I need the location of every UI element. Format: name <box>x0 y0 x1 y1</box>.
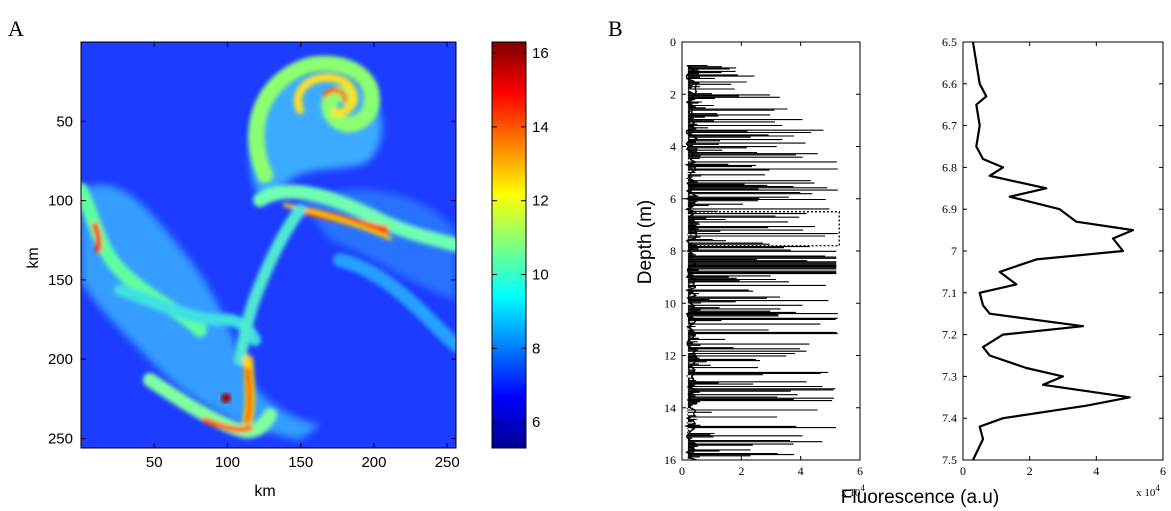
heatmap-xtick-label: 50 <box>146 454 163 471</box>
zoom-highlight-box <box>690 211 840 247</box>
heatmap-xtick-label: 150 <box>288 454 313 471</box>
heatmap-xtick-label: 250 <box>435 454 460 471</box>
profile-zoom-ticks: 6.5 6.6 6.7 6.8 6.9 7 7.1 7.2 7.3 7.4 7.50 2 4 6 <box>942 35 1166 478</box>
profile-full-ytick-label: 12 <box>664 349 676 363</box>
profile-zoom-ytick-label: 7.1 <box>942 286 957 300</box>
heat-hotspot-bottom <box>221 393 231 403</box>
heatmap-ytick-label: 150 <box>48 272 73 289</box>
profile-full-ytick-label: 2 <box>670 87 676 101</box>
profile-zoom-ytick-label: 6.5 <box>942 35 957 49</box>
profile-zoom-ytick-label: 6.6 <box>942 77 957 91</box>
heat-filament-right-low <box>333 253 456 352</box>
heat-filament-vertical-core <box>244 368 252 427</box>
fluorescence-xlabel: Fluorescence (a.u) <box>841 487 999 508</box>
colorbar-tick-label: 14 <box>532 119 549 136</box>
zoom-profile-trace <box>971 42 1135 460</box>
heatmap-ytick-label: 200 <box>48 351 73 368</box>
heat-filament-spiral-core <box>294 73 358 117</box>
profile-full-ytick-label: 6 <box>670 192 676 206</box>
heatmap-ticks: 50 100 150 200 250 50 100 150 200 250 <box>48 42 460 471</box>
panel-label-a: A <box>8 16 24 41</box>
profile-plot-zoom: 6.5 6.6 6.7 6.8 6.9 7 7.1 7.2 7.3 7.4 7.50 2 4 6 x 10… <box>841 35 1166 508</box>
profile-baseline <box>683 64 699 460</box>
panel-label-b: B <box>608 16 623 41</box>
heatmap-xtick-label: 200 <box>361 454 386 471</box>
profile-zoom-ytick-label: 7.3 <box>942 369 957 383</box>
profile-zoom-xtick-label: 0 <box>960 464 966 478</box>
colorbar-tick-label: 16 <box>532 45 549 62</box>
colorbar-tick-label: 6 <box>532 414 540 431</box>
heatmap-ylabel: km <box>25 247 42 268</box>
profile-zoom-xtick-label: 2 <box>1027 464 1033 478</box>
colorbar-tick-label: 8 <box>532 340 540 357</box>
heat-filament-upper <box>253 184 456 252</box>
profile-full-ytick-label: 16 <box>664 453 676 467</box>
heatmap-plot-a: 50 100 150 200 250 50 100 150 200 250 km km <box>25 41 460 500</box>
profile-zoom-ytick-label: 7.5 <box>942 453 957 467</box>
colorbar-gradient <box>491 41 527 449</box>
full-profile-trace <box>683 64 838 460</box>
profile-full-ytick-label: 8 <box>670 244 676 258</box>
heat-bottom-hot <box>202 417 253 433</box>
heatmap-xlabel: km <box>254 483 275 500</box>
profile-zoom-ytick-label: 6.7 <box>942 119 957 133</box>
heat-filament-spiral <box>248 55 380 183</box>
profile-full-xtick-label: 0 <box>679 464 685 478</box>
profile-full-xtick-label: 4 <box>798 464 804 478</box>
heat-filament-vertical <box>234 204 306 366</box>
profile-zoom-ytick-label: 7.2 <box>942 328 957 342</box>
profile-full-ytick-label: 14 <box>664 401 676 415</box>
profile-spikes <box>686 64 838 460</box>
heatmap-ytick-label: 50 <box>56 113 73 130</box>
profile-zoom-ytick-label: 6.8 <box>942 160 957 174</box>
profile-full-ylabel: Depth (m) <box>635 200 656 284</box>
profile-full-xtick-label: 2 <box>738 464 744 478</box>
profile-full-ytick-label: 10 <box>664 296 676 310</box>
profile-zoom-xtick-label: 4 <box>1093 464 1099 478</box>
heatmap-frame <box>80 41 457 449</box>
heat-filament-left-hot <box>92 222 102 253</box>
heatmap-ytick-label: 250 <box>48 430 73 447</box>
heat-eddy-center <box>322 87 348 103</box>
profile-full-ytick-label: 4 <box>670 140 676 154</box>
colorbar-tick-label: 10 <box>532 267 549 284</box>
profile-full-xtick-label: 6 <box>857 464 863 478</box>
profile-full-multiplier: x 104 <box>841 483 865 499</box>
colorbar-tick-label: 12 <box>532 193 549 210</box>
profile-zoom-ytick-label: 7.4 <box>942 411 957 425</box>
heatmap-xtick-label: 100 <box>215 454 240 471</box>
colorbar-ticks: 6 8 10 12 14 16 <box>492 45 549 431</box>
heatmap-ytick-label: 100 <box>48 193 73 210</box>
colorbar: 6 8 10 12 14 16 <box>491 41 549 449</box>
profile-zoom-frame <box>962 41 1164 461</box>
profile-zoom-ytick-label: 7 <box>951 244 957 258</box>
profile-zoom-ytick-label: 6.9 <box>942 202 957 216</box>
profile-zoom-multiplier: x 104 <box>1136 483 1160 499</box>
profile-zoom-xtick-label: 6 <box>1160 464 1166 478</box>
profile-full-ytick-label: 0 <box>670 35 676 49</box>
heatmap-field <box>81 55 456 440</box>
